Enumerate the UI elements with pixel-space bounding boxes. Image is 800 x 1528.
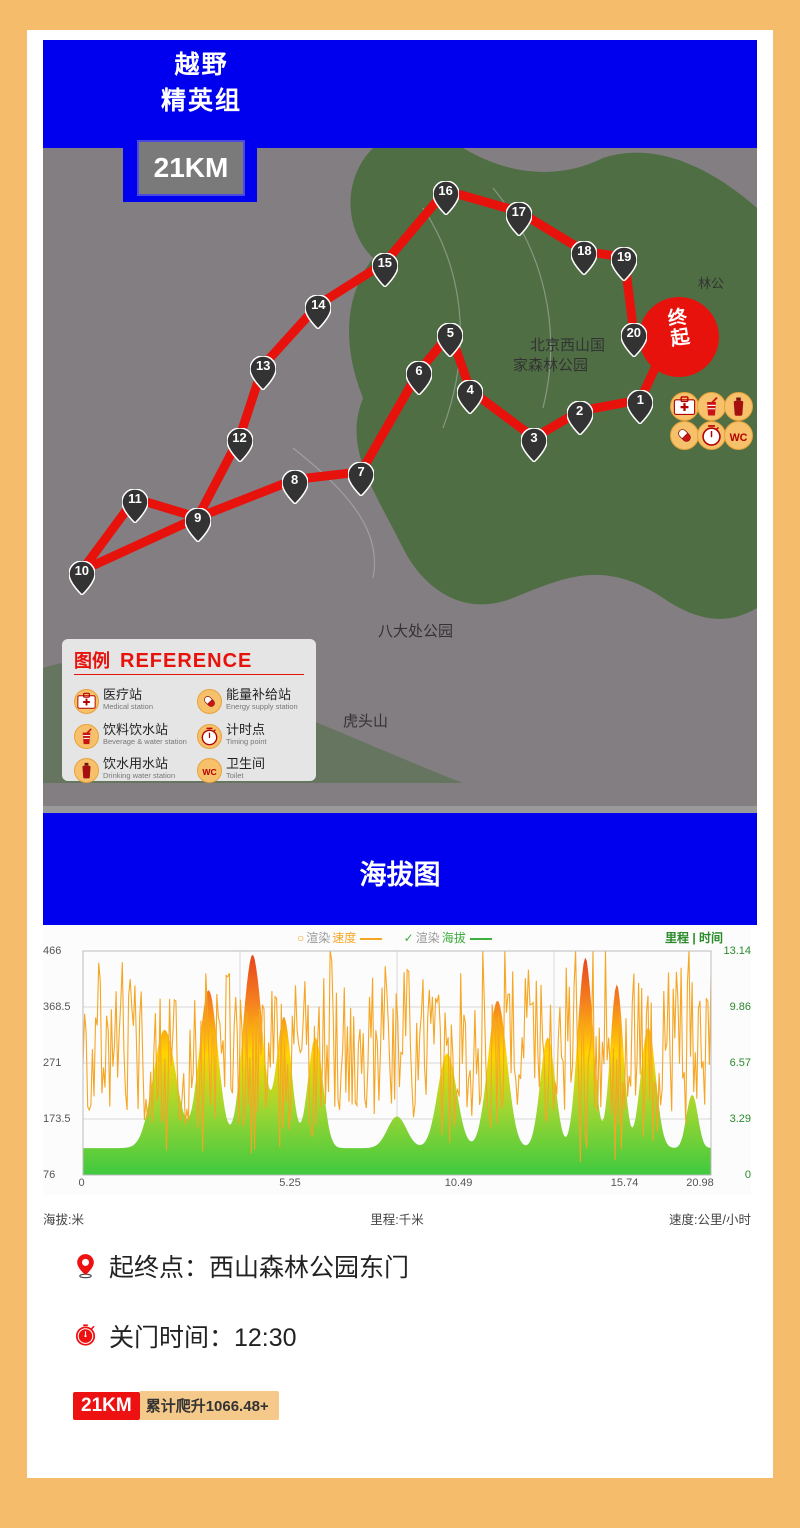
svg-text:WC: WC — [730, 432, 748, 444]
svg-text:家森林公园: 家森林公园 — [513, 357, 588, 374]
svg-text:虎头山: 虎头山 — [343, 713, 388, 730]
svg-text:八大处公园: 八大处公园 — [378, 623, 453, 640]
svg-text:林公: 林公 — [698, 276, 724, 291]
svg-text:WC: WC — [202, 767, 216, 777]
svg-text:北京西山国: 北京西山国 — [530, 337, 605, 354]
